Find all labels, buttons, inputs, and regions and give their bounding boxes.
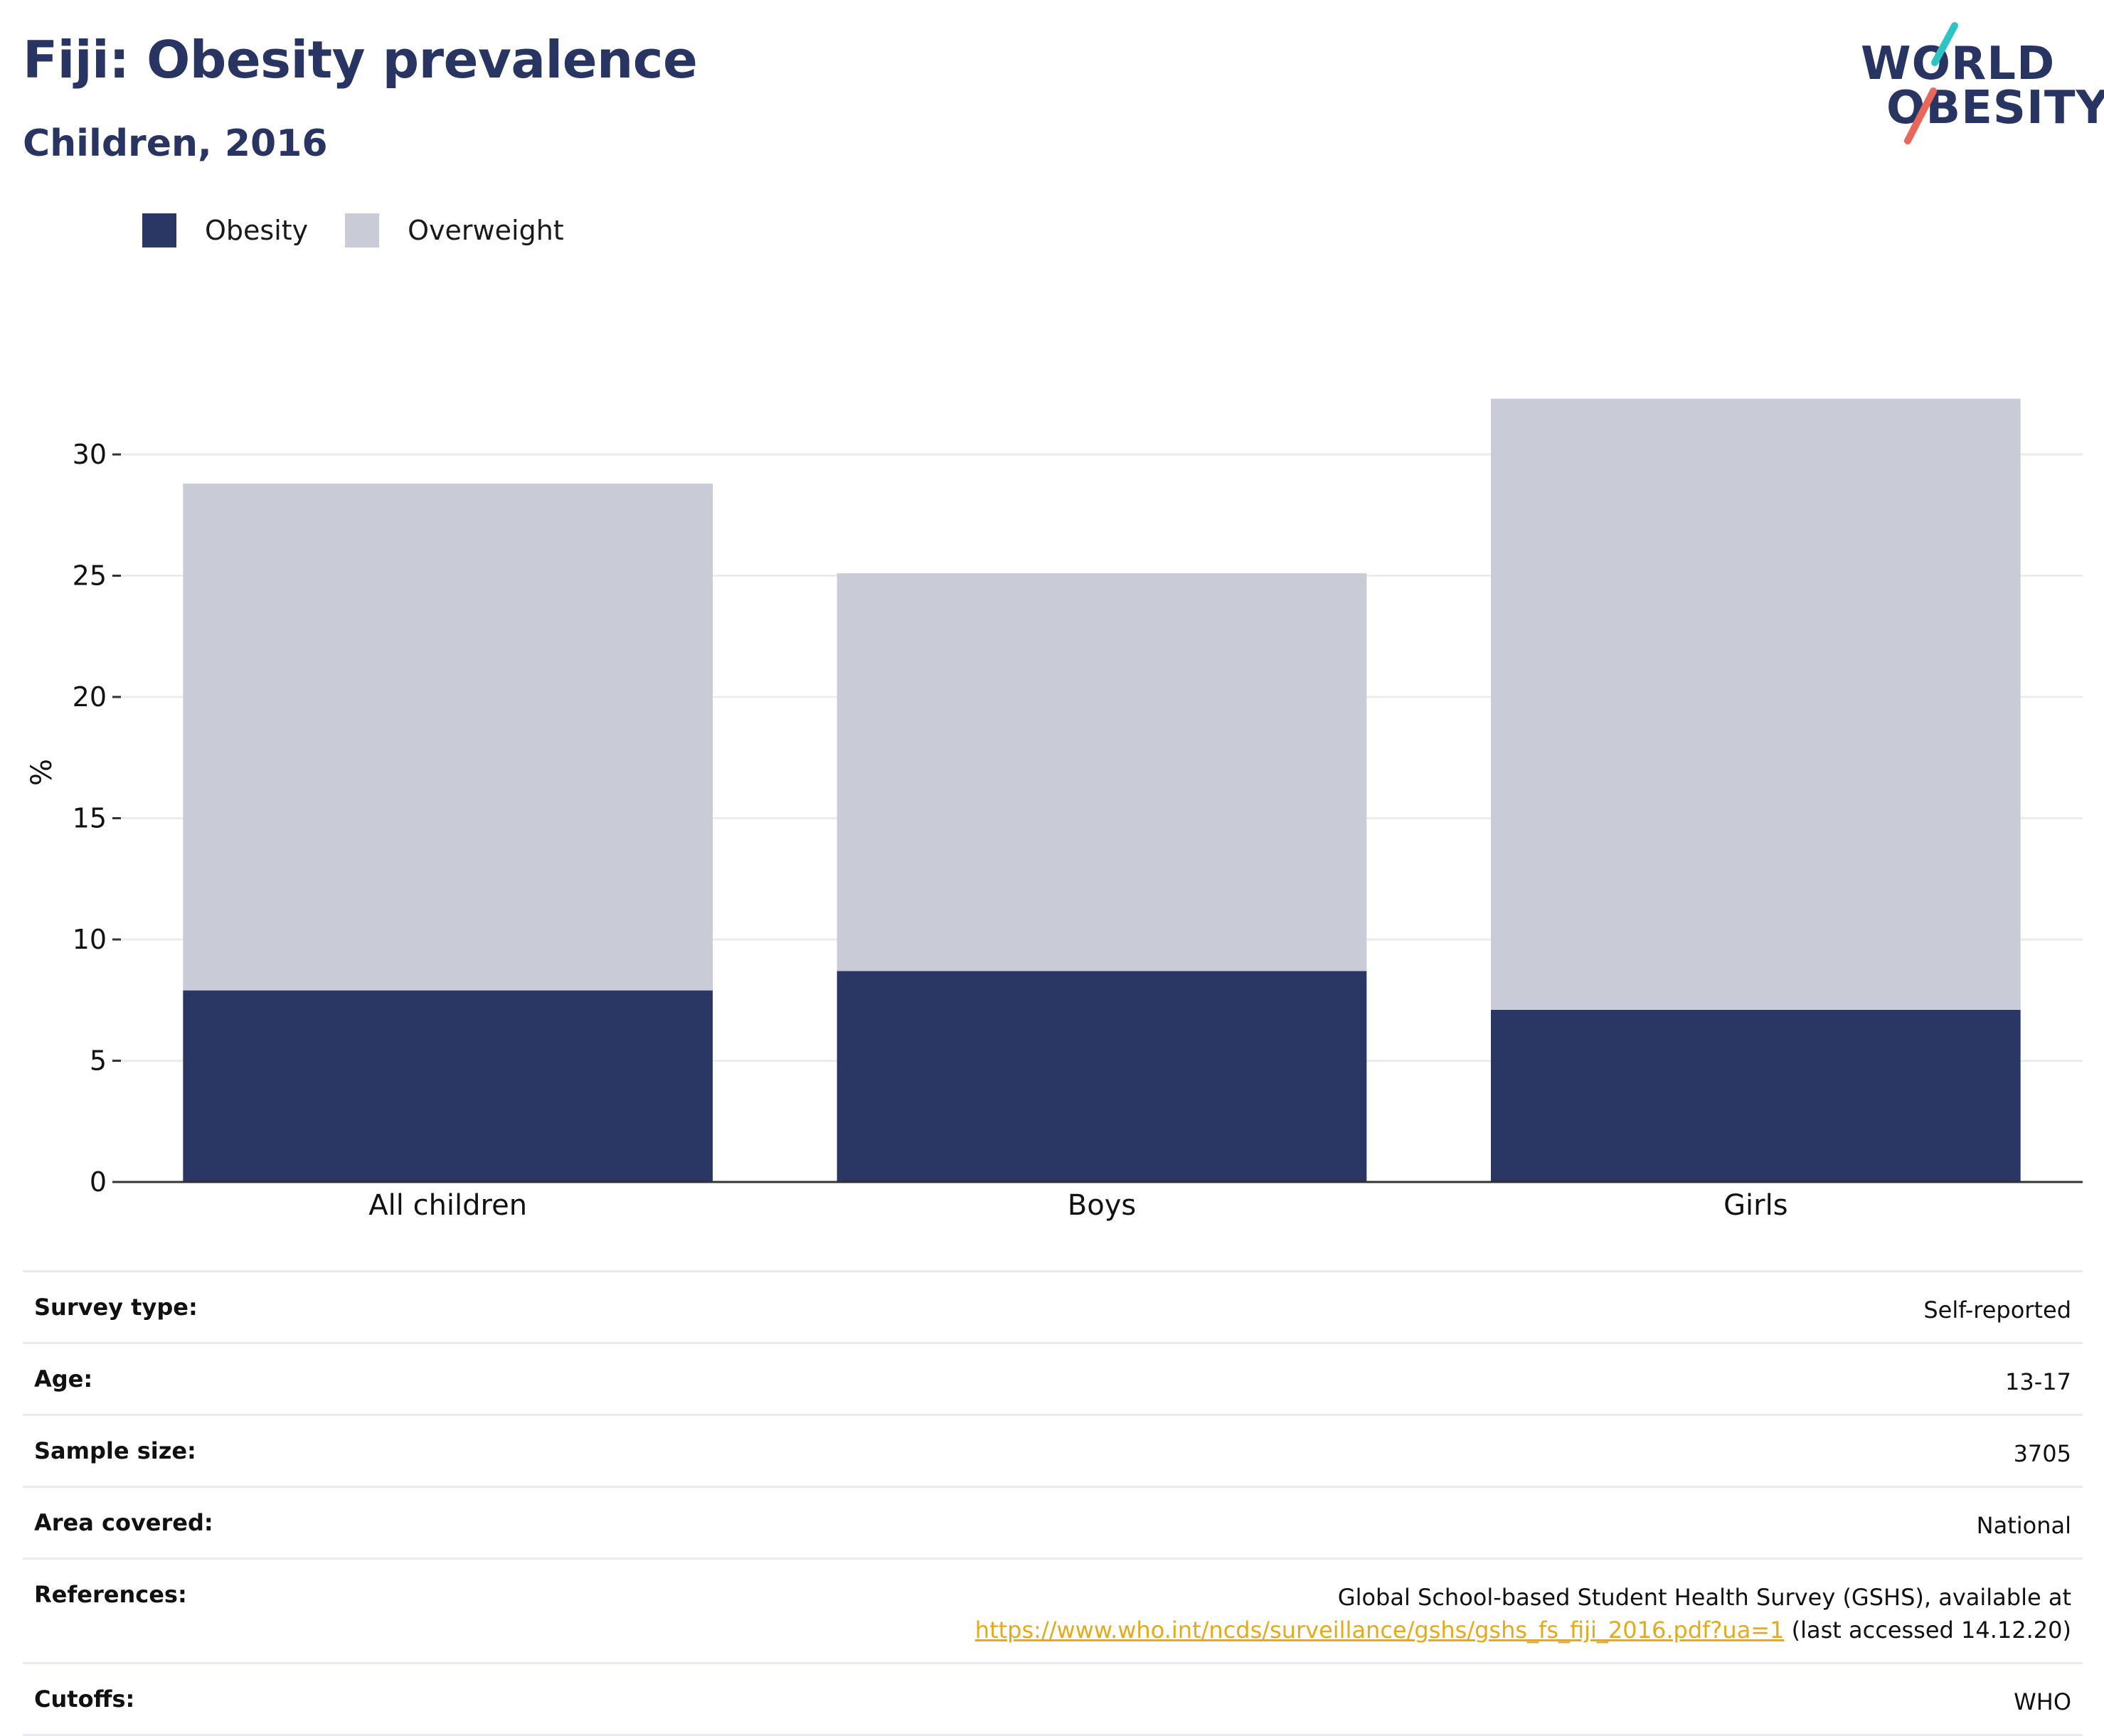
info-key: Survey type:	[34, 1294, 198, 1321]
survey-info-table: Survey type: Self-reported Age: 13-17 Sa…	[23, 1270, 2083, 1736]
x-tick-label: Girls	[1723, 1189, 1788, 1222]
info-row-area-covered: Area covered: National	[23, 1486, 2083, 1557]
bar-overweight-boys[interactable]	[836, 573, 1367, 971]
page-subtitle: Children, 2016	[23, 122, 328, 165]
x-tick-label: Boys	[1068, 1189, 1136, 1222]
logo-text-world: WORLD	[1861, 38, 2056, 90]
y-tick-label: 5	[90, 1045, 107, 1077]
bar-overweight-girls[interactable]	[1491, 398, 2021, 1010]
chart-legend: Obesity Overweight	[142, 211, 601, 250]
y-tick-label: 30	[73, 439, 107, 470]
bar-obesity-girls[interactable]	[1491, 1009, 2021, 1182]
bar-obesity-boys[interactable]	[836, 971, 1367, 1182]
y-tick-label: 25	[73, 560, 107, 592]
info-row-references: References: Global School-based Student …	[23, 1557, 2083, 1662]
info-key: Cutoffs:	[34, 1686, 135, 1713]
info-value: 3705	[2013, 1440, 2071, 1467]
reference-link[interactable]: https://www.who.int/ncds/surveillance/gs…	[974, 1617, 1785, 1644]
legend-label-obesity: Obesity	[205, 215, 309, 246]
info-key: Sample size:	[34, 1437, 196, 1464]
info-row-survey-type: Survey type: Self-reported	[23, 1270, 2083, 1342]
x-tick-label: All children	[368, 1189, 527, 1222]
bar-obesity-all-children[interactable]	[183, 990, 713, 1182]
reference-suffix: (last accessed 14.12.20)	[1784, 1617, 2071, 1644]
info-key: References:	[34, 1581, 187, 1608]
bar-overweight-all-children[interactable]	[183, 483, 713, 991]
info-value: Global School-based Student Health Surve…	[975, 1581, 2071, 1646]
y-tick-label: 15	[73, 803, 107, 834]
y-tick-label: 0	[90, 1166, 107, 1198]
y-tick-label: 20	[73, 681, 107, 713]
info-value: National	[1976, 1512, 2071, 1539]
info-row-sample-size: Sample size: 3705	[23, 1414, 2083, 1486]
page-title: Fiji: Obesity prevalence	[23, 30, 698, 90]
x-axis-labels: All children Boys Girls	[368, 1189, 1787, 1222]
info-row-cutoffs: Cutoffs: WHO	[23, 1662, 2083, 1736]
y-axis-label: %	[26, 759, 58, 786]
info-key: Area covered:	[34, 1509, 213, 1536]
info-row-age: Age: 13-17	[23, 1342, 2083, 1414]
legend-swatch-obesity	[142, 213, 176, 247]
chart-bars	[183, 398, 2021, 1182]
y-axis-ticks: 0 5 10 15 20 25 30	[73, 439, 121, 1198]
info-value: Self-reported	[1923, 1296, 2071, 1324]
legend-label-overweight: Overweight	[408, 215, 564, 246]
stacked-bar-chart: 0 5 10 15 20 25 30 All children Boys Girls %	[26, 398, 2083, 1222]
info-value: 13-17	[2005, 1368, 2071, 1395]
logo-slash-icon	[1904, 22, 1958, 144]
y-tick-label: 10	[73, 924, 107, 955]
legend-swatch-overweight	[345, 213, 380, 247]
info-value: WHO	[2014, 1688, 2071, 1715]
info-key: Age:	[34, 1365, 93, 1392]
legend-item-obesity[interactable]: Obesity	[142, 213, 308, 247]
legend-item-overweight[interactable]: Overweight	[345, 213, 564, 247]
world-obesity-logo: WORLD OBESITY	[1856, 20, 2104, 148]
reference-text: Global School-based Student Health Surve…	[1337, 1584, 2071, 1611]
